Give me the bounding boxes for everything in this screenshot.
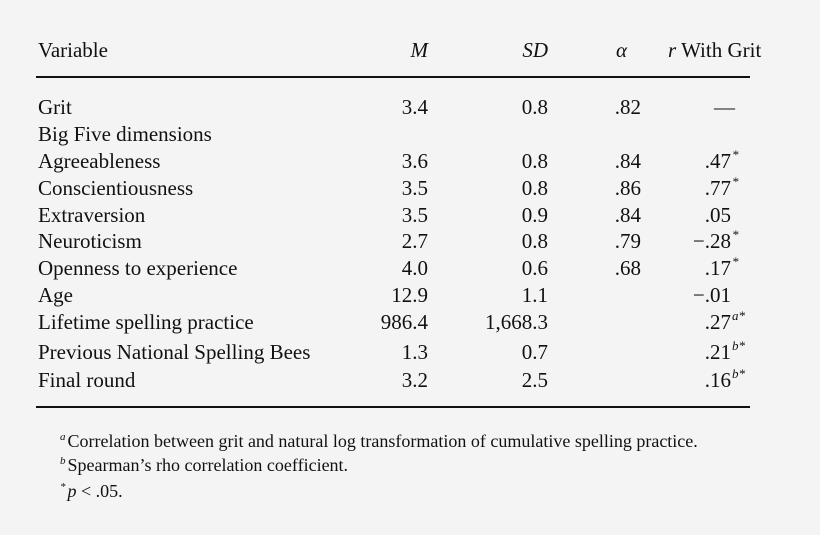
r-superscript: b* — [732, 338, 745, 353]
mean-cell: 3.4 — [401, 95, 428, 119]
variable-cell: Big Five dimensions — [38, 122, 212, 146]
footnote-mark: a — [60, 431, 66, 443]
header-cell: SD — [522, 38, 548, 62]
header-r-rest: With Grit — [681, 38, 762, 62]
variable-cell: Extraversion — [38, 203, 146, 227]
variable-cell: Lifetime spelling practice — [38, 310, 254, 334]
variable-cell: Openness to experience — [38, 256, 238, 280]
sd-cell: 0.8 — [521, 229, 548, 253]
variable-cell: Previous National Spelling Bees — [38, 340, 311, 364]
alpha-cell: .68 — [614, 256, 641, 280]
variable-cell: Grit — [38, 95, 72, 119]
header-cell: α — [616, 38, 628, 62]
sd-cell: 0.8 — [521, 149, 548, 173]
footnote-italic: p — [67, 481, 77, 501]
mean-cell: 4.0 — [401, 256, 428, 280]
r-cell: −.01 — [692, 283, 731, 307]
sd-cell: 0.6 — [521, 256, 548, 280]
alpha-cell: .79 — [614, 229, 641, 253]
footnote: * p < .05. — [60, 477, 123, 501]
mean-cell: 12.9 — [391, 283, 428, 307]
r-cell: .47 — [704, 149, 731, 173]
sd-cell: 0.9 — [521, 203, 548, 227]
r-superscript: a* — [732, 308, 745, 323]
alpha-cell: .84 — [614, 203, 641, 227]
sd-cell: 2.5 — [521, 368, 548, 392]
footnote-mark: * — [60, 481, 66, 493]
alpha-cell: .82 — [614, 95, 641, 119]
r-cell: .16 — [704, 368, 731, 392]
footnote-text: < .05. — [81, 481, 123, 501]
footnote-text: Spearman’s rho correlation coefficient. — [67, 455, 349, 475]
header-cell: M — [410, 38, 429, 62]
footnote: b Spearman’s rho correlation coefficient. — [60, 451, 348, 475]
footnote: a Correlation between grit and natural lo… — [60, 427, 698, 451]
variable-cell: Conscientiousness — [38, 176, 194, 200]
alpha-cell: .84 — [614, 149, 641, 173]
mean-cell: 3.5 — [401, 176, 428, 200]
r-cell: −.28 — [692, 229, 731, 253]
rule — [36, 76, 750, 78]
sd-cell: 1,668.3 — [485, 310, 548, 334]
header-r: r — [668, 38, 677, 62]
r-cell: .77 — [704, 176, 731, 200]
r-superscript: * — [732, 147, 739, 162]
r-cell: — — [714, 95, 735, 119]
r-superscript: * — [732, 174, 739, 189]
mean-cell: 986.4 — [380, 310, 428, 334]
r-superscript: * — [732, 254, 739, 269]
r-superscript: b* — [732, 366, 745, 381]
mean-cell: 2.7 — [401, 229, 428, 253]
sd-cell: 0.8 — [521, 95, 548, 119]
footnote-text: Correlation between grit and natural log… — [67, 431, 698, 451]
r-cell: .21 — [704, 340, 731, 364]
header-cell: Variable — [38, 38, 108, 62]
r-superscript: * — [732, 227, 739, 242]
sd-cell: 1.1 — [521, 283, 548, 307]
variable-cell: Agreeableness — [38, 149, 161, 173]
sd-cell: 0.8 — [521, 176, 548, 200]
header-cell: r With Grit — [668, 38, 761, 62]
variable-cell: Age — [38, 283, 73, 307]
variable-cell: Neuroticism — [38, 229, 142, 253]
footnote-mark: b — [60, 455, 66, 467]
mean-cell: 3.6 — [401, 149, 428, 173]
mean-cell: 3.2 — [401, 368, 428, 392]
r-cell: .27 — [704, 310, 731, 334]
variable-cell: Final round — [38, 368, 136, 392]
r-cell: .05 — [704, 203, 731, 227]
rule — [36, 406, 750, 408]
mean-cell: 1.3 — [401, 340, 428, 364]
alpha-cell: .86 — [614, 176, 641, 200]
sd-cell: 0.7 — [521, 340, 548, 364]
mean-cell: 3.5 — [401, 203, 428, 227]
r-cell: .17 — [704, 256, 731, 280]
